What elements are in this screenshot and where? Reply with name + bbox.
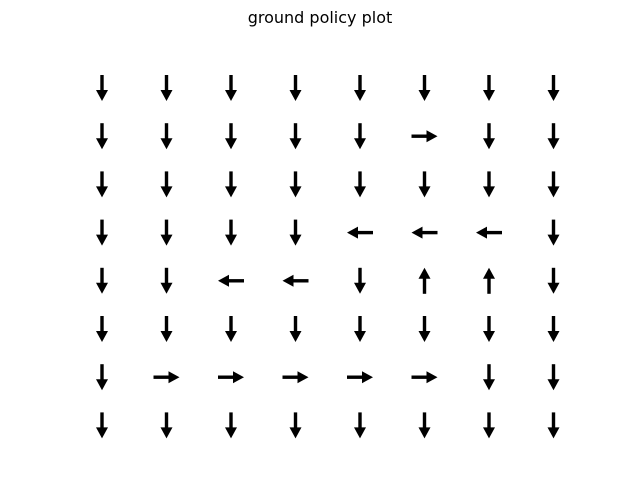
- arrow-down-r7-c6: [483, 412, 495, 439]
- arrow-down-r1-c6: [483, 123, 495, 150]
- arrow-down-r2-c7: [547, 171, 560, 198]
- arrow-down-r3-c0: [96, 219, 108, 246]
- arrow-down-r5-c6: [483, 316, 495, 342]
- arrow-down-r7-c4: [354, 412, 366, 439]
- arrow-down-r7-c0: [96, 412, 108, 439]
- arrow-field: [96, 75, 560, 439]
- arrow-down-r0-c5: [418, 75, 431, 101]
- arrow-down-r2-c2: [225, 171, 237, 198]
- arrow-down-r4-c7: [547, 267, 560, 294]
- arrow-down-r5-c7: [547, 316, 560, 342]
- arrow-down-r6-c0: [96, 364, 108, 391]
- arrow-down-r3-c7: [547, 219, 560, 246]
- arrow-left-r4-c3: [282, 274, 309, 287]
- arrow-down-r2-c1: [160, 171, 173, 198]
- arrow-right-r6-c1: [153, 371, 180, 384]
- arrow-right-r6-c4: [347, 371, 373, 384]
- arrow-left-r3-c4: [347, 226, 373, 239]
- arrow-up-r4-c5: [418, 267, 431, 294]
- arrow-down-r7-c5: [418, 412, 431, 439]
- arrow-down-r5-c2: [225, 316, 237, 342]
- arrow-down-r0-c2: [225, 75, 237, 101]
- arrow-right-r1-c5: [411, 130, 438, 143]
- arrow-down-r4-c1: [160, 267, 173, 294]
- arrow-down-r2-c4: [354, 171, 366, 198]
- arrow-left-r3-c5: [411, 226, 438, 239]
- arrow-down-r0-c4: [354, 75, 366, 101]
- arrow-down-r3-c2: [225, 219, 237, 246]
- arrow-down-r2-c6: [483, 171, 495, 198]
- arrow-up-r4-c6: [483, 267, 495, 294]
- arrow-down-r7-c7: [547, 412, 560, 439]
- arrow-left-r4-c2: [218, 274, 244, 287]
- arrow-right-r6-c5: [411, 371, 438, 384]
- arrow-down-r0-c6: [483, 75, 495, 101]
- arrow-down-r0-c3: [289, 75, 302, 101]
- chart-title: ground policy plot: [247, 8, 393, 27]
- arrow-down-r3-c1: [160, 219, 173, 246]
- arrow-down-r4-c0: [96, 267, 108, 294]
- arrow-down-r5-c0: [96, 316, 108, 342]
- arrow-down-r3-c3: [289, 219, 302, 246]
- arrow-down-r7-c2: [225, 412, 237, 439]
- arrow-down-r6-c7: [547, 364, 560, 391]
- arrow-down-r1-c3: [289, 123, 302, 150]
- arrow-down-r0-c0: [96, 75, 108, 101]
- arrow-down-r5-c1: [160, 316, 173, 342]
- arrow-down-r0-c7: [547, 75, 560, 101]
- arrow-right-r6-c3: [282, 371, 309, 384]
- arrow-right-r6-c2: [218, 371, 244, 384]
- arrow-down-r7-c1: [160, 412, 173, 439]
- arrow-down-r1-c2: [225, 123, 237, 150]
- arrow-down-r5-c5: [418, 316, 431, 342]
- arrow-down-r1-c1: [160, 123, 173, 150]
- arrow-down-r7-c3: [289, 412, 302, 439]
- arrow-down-r5-c4: [354, 316, 366, 342]
- arrow-down-r0-c1: [160, 75, 173, 101]
- arrow-down-r2-c0: [96, 171, 108, 198]
- arrow-down-r4-c4: [354, 267, 366, 294]
- arrow-down-r5-c3: [289, 316, 302, 342]
- arrow-down-r2-c5: [418, 171, 431, 198]
- arrow-down-r2-c3: [289, 171, 302, 198]
- arrow-left-r3-c6: [476, 226, 502, 239]
- arrow-down-r1-c7: [547, 123, 560, 150]
- arrow-down-r6-c6: [483, 364, 495, 391]
- arrow-down-r1-c0: [96, 123, 108, 150]
- arrow-down-r1-c4: [354, 123, 366, 150]
